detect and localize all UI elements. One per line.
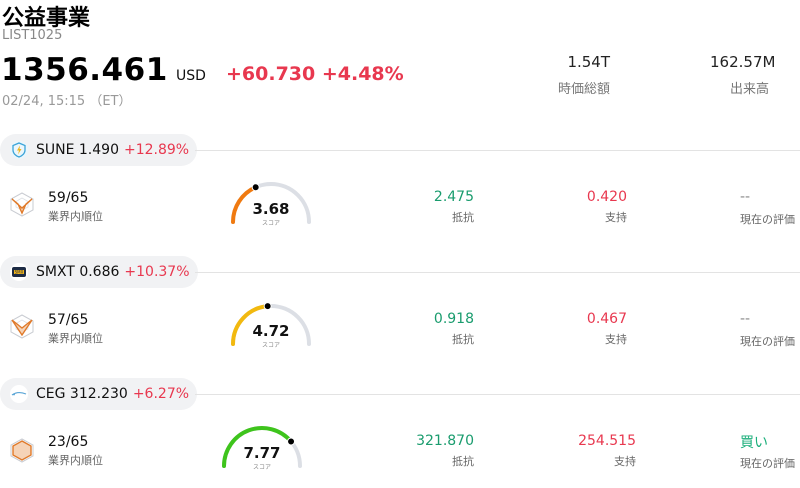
divider: [195, 272, 800, 273]
rank-label: 業界内順位: [48, 454, 103, 467]
gauge-fill: [231, 304, 270, 346]
volume-label: 出来高: [730, 82, 770, 97]
support-label: 支持: [605, 333, 627, 346]
stock-chip[interactable]: SMX SMXT 0.686 +10.37%: [0, 256, 198, 288]
resistance-label: 抵抗: [452, 211, 474, 224]
rating-value: --: [740, 311, 751, 327]
currency-label: USD: [176, 68, 206, 84]
rank-value: 59/65: [48, 190, 89, 206]
gauge-marker: [287, 437, 296, 446]
score-label: スコア: [252, 464, 271, 471]
stock-pct-change: +10.37%: [124, 264, 190, 280]
timestamp: 02/24, 15:15 （ET）: [2, 94, 132, 109]
stock-chip[interactable]: CEG 312.230 +6.27%: [0, 378, 198, 410]
stock-name: CEG 312.230: [36, 386, 128, 402]
rank-label: 業界内順位: [48, 332, 103, 345]
divider: [195, 394, 800, 395]
resistance-value: 2.475: [433, 189, 474, 205]
stock-pct-change: +12.89%: [123, 142, 190, 158]
constellation-logo-icon: [10, 385, 28, 403]
svg-text:SMX: SMX: [15, 270, 24, 275]
score-gauge: [222, 426, 302, 468]
resistance-label: 抵抗: [452, 333, 474, 346]
rank-value: 23/65: [48, 434, 89, 450]
index-code: LIST1025: [2, 28, 63, 43]
gauge-fill: [231, 185, 258, 224]
rank-value: 57/65: [48, 312, 89, 328]
support-value: 254.515: [578, 433, 636, 449]
radar-rank-icon: [10, 314, 34, 339]
score-label: スコア: [261, 220, 280, 227]
resistance-value: 321.870: [416, 433, 474, 449]
lightning-shield-icon: [10, 141, 28, 159]
support-label: 支持: [605, 211, 627, 224]
market-cap-label: 時価総額: [557, 82, 610, 97]
gauge-fill: [222, 426, 294, 468]
price-change: +60.730 +4.48%: [226, 63, 404, 85]
rating-label: 現在の評価: [740, 335, 795, 348]
resistance-value: 0.918: [433, 311, 474, 327]
rank-label: 業界内順位: [48, 210, 103, 223]
score-value: 7.77: [243, 444, 281, 462]
support-value: 0.420: [586, 189, 627, 205]
page-title: 公益事業: [2, 6, 91, 31]
support-label: 支持: [614, 455, 636, 468]
volume-value: 162.57M: [710, 53, 776, 71]
smxt-logo-icon: SMX: [10, 263, 28, 281]
divider: [195, 150, 800, 151]
index-price: 1356.461: [1, 52, 168, 88]
score-gauge: [231, 182, 311, 224]
score-label: スコア: [261, 342, 280, 349]
score-gauge: [231, 302, 311, 346]
stock-name: SMXT 0.686: [36, 264, 120, 280]
radar-rank-icon: [10, 438, 34, 463]
resistance-label: 抵抗: [452, 455, 474, 468]
rating-label: 現在の評価: [740, 457, 795, 470]
support-value: 0.467: [586, 311, 627, 327]
stock-name: SUNE 1.490: [36, 142, 119, 158]
radar-rank-icon: [10, 192, 34, 217]
gauge-marker: [263, 302, 272, 311]
rating-value: --: [740, 189, 751, 205]
stock-pct-change: +6.27%: [132, 386, 190, 402]
rating-label: 現在の評価: [740, 213, 795, 226]
gauge-marker: [251, 183, 260, 192]
score-value: 3.68: [252, 200, 290, 218]
score-value: 4.72: [252, 322, 290, 340]
stock-chip[interactable]: SUNE 1.490 +12.89%: [0, 134, 198, 166]
market-cap-value: 1.54T: [567, 53, 610, 71]
rating-value: 買い: [740, 435, 768, 451]
